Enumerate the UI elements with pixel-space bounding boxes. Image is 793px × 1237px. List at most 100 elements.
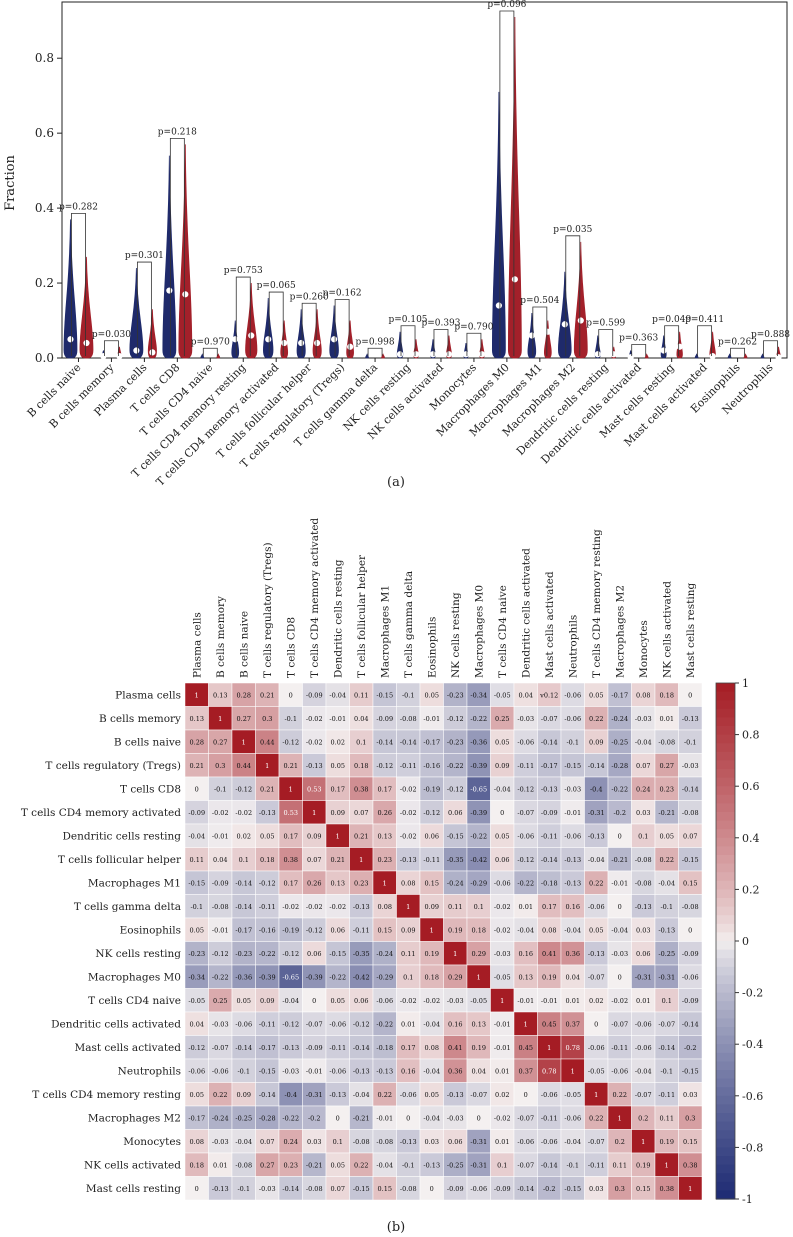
median-point-low <box>298 339 305 347</box>
heatmap-cell-label: 0.53 <box>307 785 321 793</box>
heatmap-cell <box>302 988 327 1013</box>
median-point-low <box>166 287 173 294</box>
row-label: Eosinophils <box>120 924 181 936</box>
median-point-low <box>331 336 338 343</box>
heatmap-cell <box>372 917 397 942</box>
heatmap-cell-label: 0.19 <box>542 973 556 981</box>
heatmap-cell-label: -0.02 <box>400 997 417 1005</box>
heatmap-cell <box>607 1011 632 1036</box>
heatmap-cell-label: -0.02 <box>306 903 323 911</box>
p-value-annotations: p=0.282 p=0.030 p=0.301 p=0.218 p=0.970 p=0.7… <box>59 0 790 356</box>
heatmap-cell-label: -0.15 <box>376 691 393 699</box>
column-label: Neutrophils <box>567 615 579 678</box>
heatmap-cell-label: -0.21 <box>611 856 628 864</box>
heatmap-cell-label: 0 <box>477 1114 481 1122</box>
heatmap-cell <box>184 1035 209 1060</box>
heatmap-cell <box>396 1082 421 1107</box>
heatmap-cell-label: -0.02 <box>400 785 417 793</box>
heatmap-cell-label: 0.19 <box>472 1044 486 1052</box>
colorbar-segment <box>716 958 735 968</box>
p-value-bracket <box>532 306 548 356</box>
heatmap-cell <box>325 1152 350 1177</box>
heatmap-cell-label: -0.18 <box>376 1044 393 1052</box>
heatmap-cell <box>631 1082 656 1107</box>
heatmap-cell-label: -0.02 <box>306 738 323 746</box>
heatmap-cell-label: 0.78 <box>566 1044 580 1052</box>
heatmap-cell-label: 0.07 <box>307 856 321 864</box>
heatmap-cell-label: -0.04 <box>329 691 346 699</box>
heatmap-cell <box>325 1129 350 1154</box>
heatmap-cell-label: 0.06 <box>448 1138 462 1146</box>
heatmap-cell-label: -0.12 <box>517 785 534 793</box>
heatmap-cell-label: 0.13 <box>472 1020 486 1028</box>
heatmap-cell-label: -0.02 <box>282 903 299 911</box>
heatmap-cell <box>466 729 491 754</box>
heatmap-cell-label: -0.15 <box>564 1185 581 1193</box>
heatmap-cell <box>184 800 209 825</box>
heatmap-cell <box>184 1105 209 1130</box>
p-value-label: p=0.504 <box>520 296 559 306</box>
p-value-bracket <box>598 329 614 356</box>
heatmap-cell-label: -0.25 <box>235 1114 252 1122</box>
p-value-bracket <box>202 347 218 356</box>
colorbar-segment <box>716 1173 735 1183</box>
violin-low <box>491 91 506 359</box>
heatmap-cell-label: 0.15 <box>636 1185 650 1193</box>
heatmap-cell <box>419 682 444 707</box>
heatmap-cell <box>396 964 421 989</box>
heatmap-cell-label: 0 <box>289 691 293 699</box>
colorbar-segment <box>716 846 735 856</box>
p-value-label: p=0.030 <box>92 330 131 340</box>
heatmap-cell-label: -0.11 <box>400 762 417 770</box>
heatmap-cell <box>231 682 256 707</box>
heatmap-cell <box>490 1152 515 1177</box>
heatmap-cell <box>208 964 233 989</box>
heatmap-cell-label: 0 <box>594 1020 598 1028</box>
violin-high <box>178 144 193 359</box>
heatmap-cell-label: 0.05 <box>331 997 345 1005</box>
heatmap-cell-label: -0.06 <box>564 691 581 699</box>
heatmap-cell <box>654 917 679 942</box>
heatmap-cell-label: -0.13 <box>329 1091 346 1099</box>
heatmap-cell <box>325 870 350 895</box>
p-value-bracket <box>268 291 284 356</box>
heatmap-cell <box>678 1176 703 1201</box>
violin-high <box>346 320 354 359</box>
heatmap-cell <box>560 1129 585 1154</box>
heatmap-cell <box>302 894 327 919</box>
median-point-low <box>462 351 470 358</box>
heatmap-cell-label: -0.14 <box>682 1020 699 1028</box>
heatmap-cell-label: -0.4 <box>590 785 603 793</box>
heatmap-cell <box>325 988 350 1013</box>
heatmap-cell <box>302 1176 327 1201</box>
heatmap-cell <box>584 1035 609 1060</box>
heatmap-cell <box>584 917 609 942</box>
violin-low <box>558 271 572 359</box>
heatmap-cell-label: 0.26 <box>378 809 392 817</box>
heatmap-cell-label: -0.1 <box>660 1067 673 1075</box>
heatmap-cell <box>255 894 280 919</box>
heatmap-cell-label: 0.22 <box>613 1091 627 1099</box>
heatmap-cell-label: 0.04 <box>566 973 580 981</box>
heatmap-cell <box>584 1082 609 1107</box>
heatmap-cell <box>654 682 679 707</box>
heatmap-cell-label: 0.11 <box>401 950 415 958</box>
heatmap-cell <box>443 1129 468 1154</box>
heatmap-cell <box>490 1176 515 1201</box>
heatmap-cell-label: -0.39 <box>306 973 323 981</box>
median-point-high <box>577 317 584 324</box>
heatmap-cell <box>349 1129 374 1154</box>
heatmap-cell <box>302 682 327 707</box>
median-point-high <box>445 351 453 358</box>
heatmap-cell <box>631 847 656 872</box>
heatmap-cell <box>560 870 585 895</box>
heatmap-cell <box>678 753 703 778</box>
heatmap-cell <box>208 1058 233 1083</box>
heatmap-cell <box>419 1058 444 1083</box>
heatmap-cell <box>372 964 397 989</box>
heatmap-cell <box>372 941 397 966</box>
heatmap-cell-label: 0.1 <box>662 997 672 1005</box>
heatmap-cell <box>537 800 562 825</box>
heatmap-cell <box>443 1176 468 1201</box>
p-value-bracket <box>631 344 647 356</box>
